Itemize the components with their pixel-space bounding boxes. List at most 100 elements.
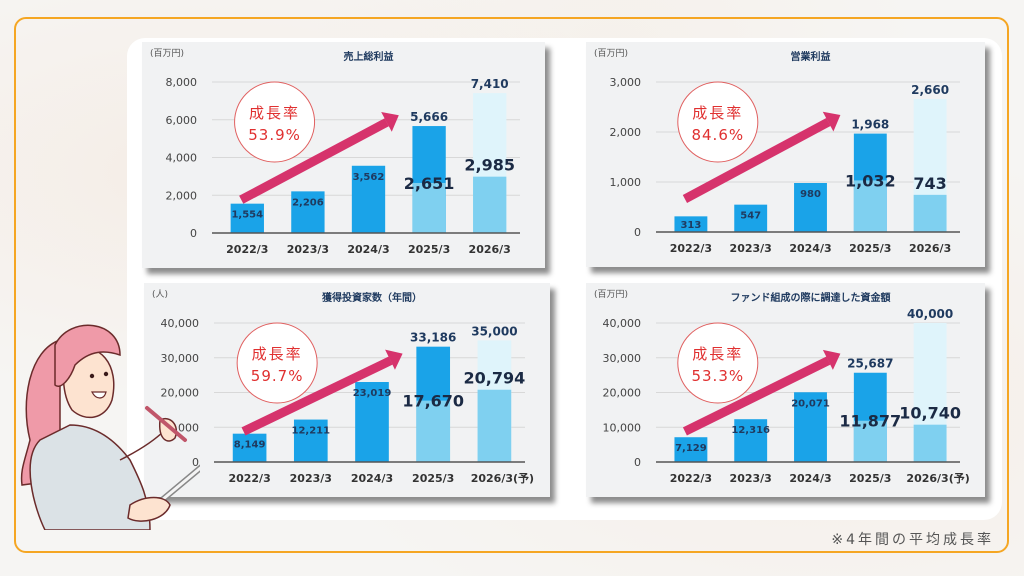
- bar-value: 2,660: [911, 83, 949, 97]
- y-tick: 30,000: [603, 352, 642, 365]
- x-tick: 2022/3: [228, 472, 270, 485]
- x-tick: 2023/3: [730, 472, 772, 485]
- x-tick: 2026/3(予): [906, 472, 969, 485]
- bar-lower: [853, 420, 887, 462]
- bar-value: 25,687: [847, 357, 893, 371]
- unit-label: (百万円): [150, 48, 184, 59]
- arrow-head-icon: [385, 349, 403, 370]
- bar: [794, 392, 827, 462]
- y-tick: 40,000: [161, 317, 200, 330]
- x-tick: 2025/3: [408, 243, 450, 256]
- bar-value: 3,562: [353, 172, 385, 183]
- bar-lower-value: 20,794: [464, 369, 526, 388]
- y-tick: 0: [192, 456, 199, 469]
- bar: [293, 419, 328, 462]
- bar-value: 20,071: [791, 398, 830, 409]
- growth-label: 成長率: [249, 104, 300, 122]
- growth-badge: [234, 81, 316, 163]
- growth-badge: [236, 322, 318, 404]
- bar-value: 33,186: [410, 331, 456, 345]
- operating-profit-svg: (百万円) 営業利益 0 1,000 2,000 3,000 313 2022/3 547 202…: [594, 48, 960, 255]
- y-tick: 4,000: [166, 152, 198, 165]
- bar-lower: [913, 424, 947, 462]
- x-tick: 2024/3: [789, 242, 831, 255]
- bar: [291, 191, 325, 233]
- bar: [734, 204, 768, 232]
- y-tick: 2,000: [610, 126, 642, 139]
- growth-label: 成長率: [692, 104, 743, 122]
- x-tick: 2022/3: [226, 243, 268, 256]
- bar-value: 1,968: [851, 118, 889, 132]
- chart-title: 営業利益: [791, 50, 831, 63]
- growth-arrow: [241, 356, 393, 436]
- y-tick: 0: [634, 226, 641, 239]
- x-tick: 2022/3: [670, 472, 712, 485]
- bar-value: 8,149: [234, 440, 266, 451]
- chart-title: 売上総利益: [344, 50, 394, 63]
- x-tick: 2025/3: [849, 242, 891, 255]
- bar-lower-value: 1,032: [845, 171, 896, 190]
- bar-value: 1,554: [231, 210, 263, 221]
- footnote: ※4年間の平均成長率: [831, 532, 994, 548]
- bar-value: 35,000: [471, 324, 517, 338]
- y-tick: 0: [634, 456, 641, 469]
- bar-lower: [473, 176, 507, 233]
- y-tick: 30,000: [161, 352, 200, 365]
- chart-operating-profit: (百万円) 営業利益 0 1,000 2,000 3,000 313 2022/3 547 202…: [586, 42, 985, 267]
- growth-rate: 53.3%: [691, 367, 744, 385]
- bar-lower: [853, 180, 887, 232]
- arrow-head-icon: [822, 111, 841, 132]
- y-tick: 20,000: [161, 387, 200, 400]
- bar: [734, 419, 768, 462]
- y-tick: 2,000: [166, 189, 198, 202]
- x-tick: 2022/3: [670, 242, 712, 255]
- chart-investors-acquired: (人) 獲得投資家数（年間） 0 10,000 20,000 30,000 40,000 8,…: [144, 283, 550, 497]
- bar: [232, 433, 267, 462]
- chart-title: 獲得投資家数（年間）: [322, 291, 422, 304]
- bar-lower-value: 10,740: [899, 404, 961, 423]
- growth-arrow: [682, 118, 831, 203]
- bar: [674, 216, 708, 232]
- fund-raised-svg: (百万円) ファンド組成の際に調達した資金額 0 10,000 20,000 30,000…: [594, 289, 970, 485]
- chart-gross-profit: (百万円) 売上総利益 0 2,000 4,000 6,000 8,000 1,554 2022…: [142, 42, 545, 268]
- chart-title: ファンド組成の際に調達した資金額: [731, 291, 891, 304]
- arrow-head-icon: [822, 349, 841, 370]
- bar-lower-value: 11,877: [839, 412, 901, 431]
- unit-label: (百万円): [594, 48, 628, 59]
- x-tick: 2023/3: [287, 243, 329, 256]
- gross-profit-svg: (百万円) 売上総利益 0 2,000 4,000 6,000 8,000 1,554 2022…: [150, 48, 520, 256]
- bar: [355, 382, 389, 462]
- growth-rate: 84.6%: [691, 126, 744, 144]
- growth-badge: [677, 322, 759, 404]
- bar-lower-value: 743: [913, 174, 946, 193]
- growth-rate: 59.7%: [251, 367, 304, 385]
- bar: [230, 203, 264, 233]
- growth-label: 成長率: [252, 345, 303, 363]
- growth-arrow: [239, 118, 389, 204]
- x-tick: 2023/3: [730, 242, 772, 255]
- y-tick: 8,000: [166, 76, 198, 89]
- bar-value: 40,000: [907, 307, 953, 321]
- bar-value: 2,206: [292, 197, 324, 208]
- bar-lower-value: 2,985: [464, 156, 515, 175]
- bar-value: 547: [740, 211, 761, 222]
- bar-lower-value: 17,670: [402, 392, 464, 411]
- bar-lower: [913, 194, 947, 232]
- growth-arrow: [682, 356, 831, 436]
- bar-value: 7,129: [675, 443, 707, 454]
- bar-lower: [477, 389, 512, 462]
- x-tick: 2024/3: [351, 472, 393, 485]
- x-tick: 2024/3: [789, 472, 831, 485]
- bar-value: 23,019: [353, 388, 392, 399]
- bar-lower: [416, 400, 451, 462]
- chart-fund-raised: (百万円) ファンド組成の際に調達した資金額 0 10,000 20,000 30,000…: [586, 283, 985, 497]
- bar-value: 980: [800, 189, 821, 200]
- x-tick: 2024/3: [347, 243, 389, 256]
- bar-value: 12,316: [731, 425, 770, 436]
- x-tick: 2025/3: [412, 472, 454, 485]
- x-tick: 2025/3: [849, 472, 891, 485]
- y-tick: 20,000: [603, 387, 642, 400]
- woman-illustration: [20, 324, 200, 530]
- bar-lower: [412, 182, 446, 233]
- bar-value: 7,410: [471, 77, 509, 91]
